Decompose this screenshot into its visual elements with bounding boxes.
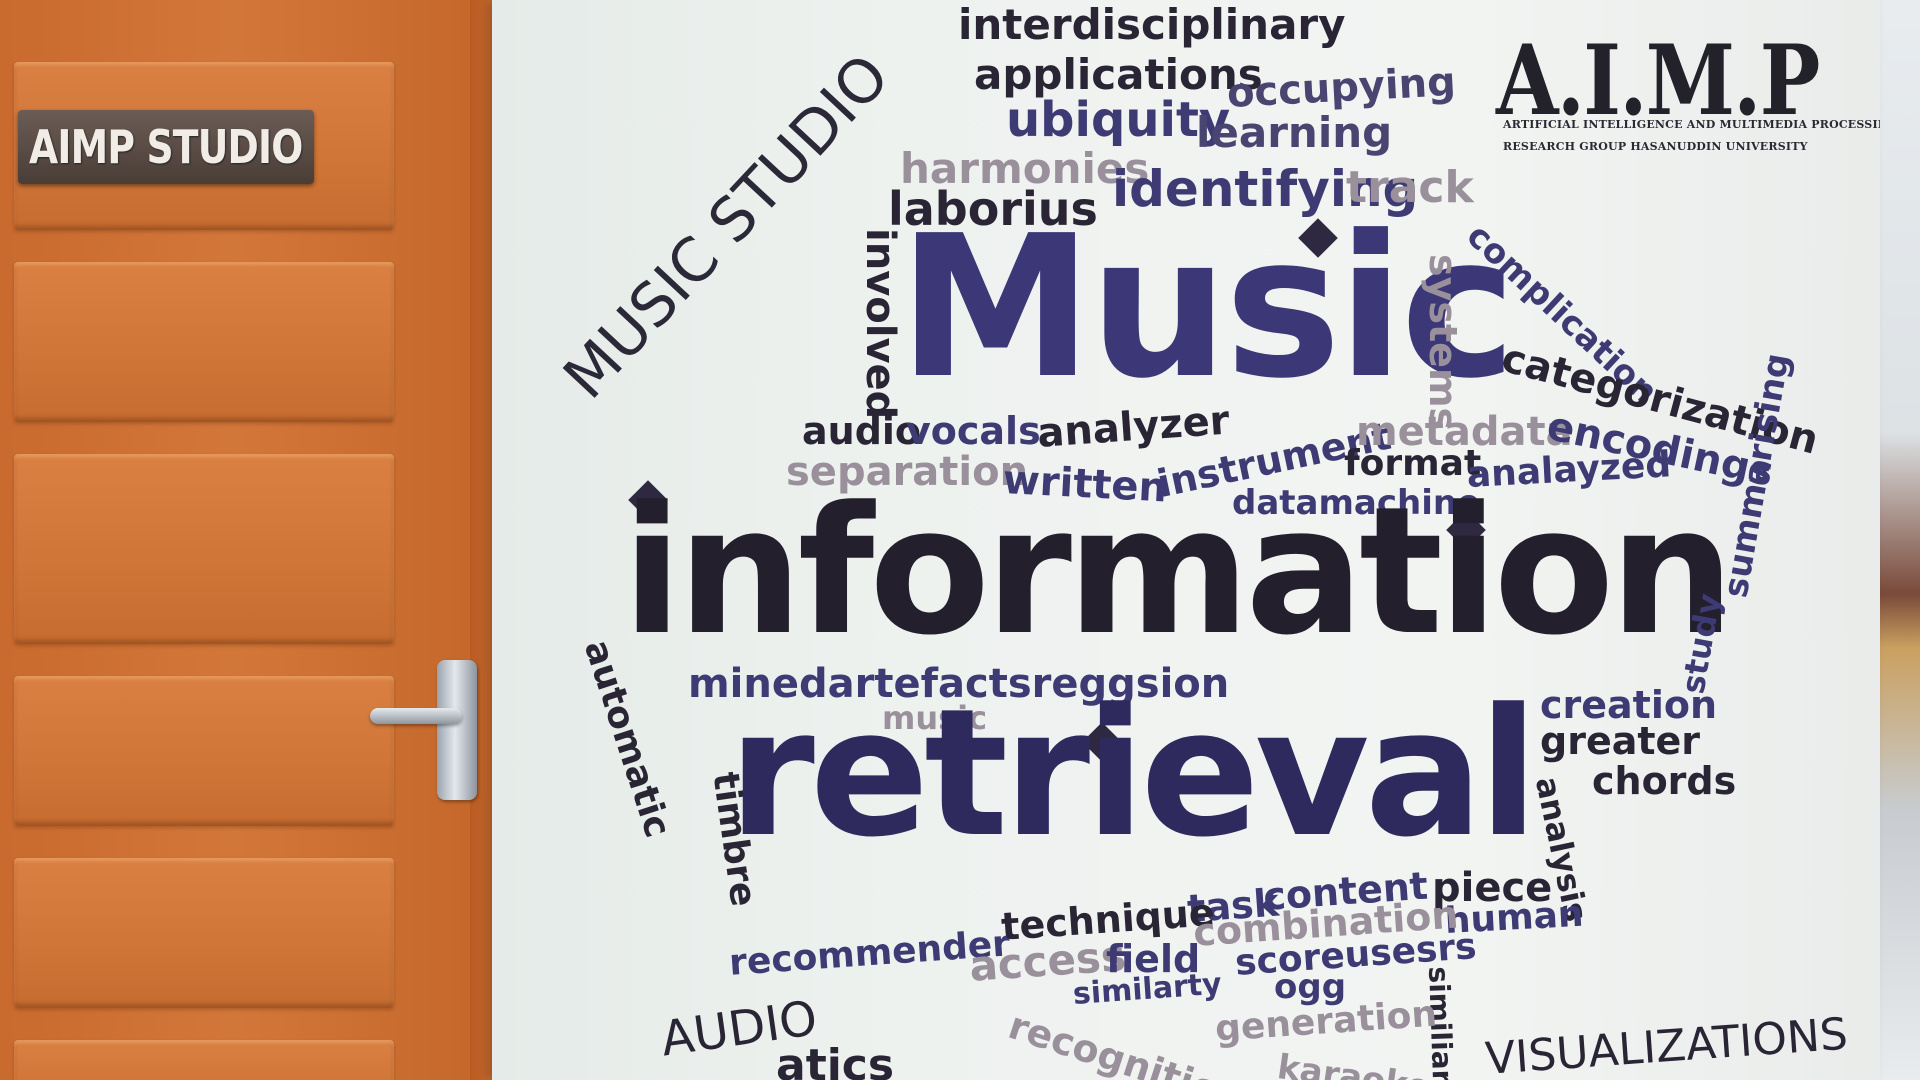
word-datamachine: datamachine bbox=[1232, 483, 1481, 523]
word-minedartefactsreggsion: minedartefactsreggsion bbox=[688, 661, 1230, 707]
word-harmonies: harmonies bbox=[900, 144, 1150, 193]
door-panel bbox=[14, 262, 394, 422]
word-music-large: Music bbox=[898, 194, 1517, 422]
word-atics: atics bbox=[776, 1040, 895, 1080]
word-vocals: vocals bbox=[906, 409, 1041, 453]
word-cloud-banner: A.I.M.P ARTIFICIAL INTELLIGENCE AND MULT… bbox=[492, 0, 1880, 1080]
door-panel bbox=[14, 1040, 394, 1080]
word-separation: separation bbox=[786, 449, 1029, 495]
word-format: format bbox=[1344, 443, 1482, 484]
word-identifying: identifying bbox=[1112, 160, 1419, 218]
logo-subtitle-1: ARTIFICIAL INTELLIGENCE AND MULTIMEDIA P… bbox=[1503, 118, 1880, 131]
word-analyzer: analyzer bbox=[1035, 397, 1231, 457]
word-audio: audio bbox=[802, 409, 922, 453]
word-interdisciplinary: interdisciplinary bbox=[958, 0, 1346, 49]
door-handle-plate[interactable] bbox=[437, 660, 477, 800]
door-handle[interactable] bbox=[370, 708, 462, 724]
word-creation: creation bbox=[1540, 683, 1718, 727]
word-greater: greater bbox=[1540, 719, 1701, 763]
word-systems: systems bbox=[1421, 254, 1465, 431]
word-retrieval: retrieval bbox=[728, 671, 1539, 876]
word-visualizations: VISUALIZATIONS bbox=[1483, 1008, 1850, 1080]
logo-title: A.I.M.P bbox=[1496, 24, 1820, 137]
word-ubiquity: ubiquity bbox=[1006, 92, 1231, 148]
word-field: field bbox=[1106, 937, 1201, 981]
word-chords: chords bbox=[1592, 759, 1737, 803]
word-track: track bbox=[1346, 162, 1474, 213]
word-music-small: music bbox=[882, 699, 988, 737]
word-similarty: similarty bbox=[1071, 966, 1223, 1012]
word-recognition: recognition bbox=[1003, 1003, 1250, 1080]
word-occupying: occupying bbox=[1225, 59, 1457, 117]
logo-subtitle-2: RESEARCH GROUP HASANUDDIN UNIVERSITY bbox=[1503, 140, 1808, 153]
door-panel bbox=[14, 858, 394, 1008]
word-metadata: metadata bbox=[1356, 409, 1573, 455]
door-sign: AIMP STUDIO bbox=[18, 110, 314, 184]
word-learning: learning bbox=[1196, 108, 1393, 157]
word-involved: involved bbox=[857, 228, 903, 420]
word-piece: piece bbox=[1432, 865, 1553, 911]
word-information: information bbox=[622, 469, 1735, 674]
word-ogg: ogg bbox=[1274, 967, 1347, 1007]
word-karaoke: karaoke bbox=[1274, 1047, 1433, 1080]
word-generation: generation bbox=[1213, 993, 1439, 1050]
door: AIMP STUDIO bbox=[0, 0, 520, 1080]
door-panel bbox=[14, 454, 394, 644]
word-applications: applications bbox=[974, 50, 1263, 99]
word-music-studio: MUSIC STUDIO bbox=[550, 41, 904, 413]
door-sign-text: AIMP STUDIO bbox=[29, 120, 303, 174]
door-panel bbox=[14, 676, 394, 826]
word-laborius: laborius bbox=[888, 182, 1098, 236]
